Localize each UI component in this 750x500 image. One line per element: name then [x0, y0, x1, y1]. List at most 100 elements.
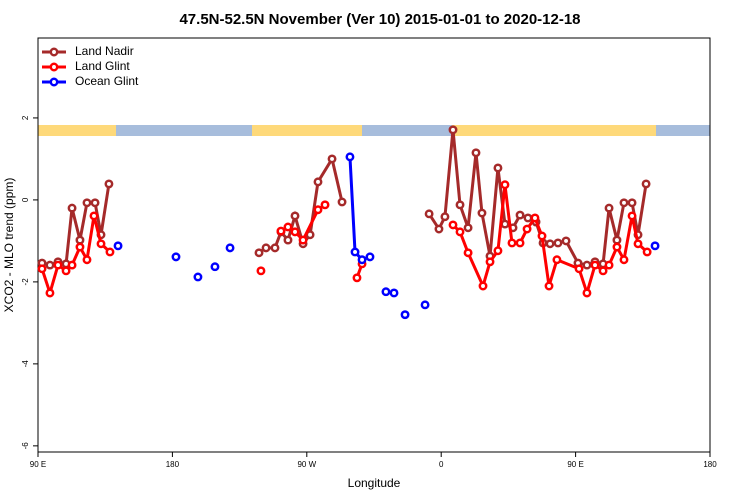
ocean-band — [38, 125, 710, 136]
legend-label: Ocean Glint — [75, 74, 139, 88]
series-line — [40, 184, 649, 299]
point — [193, 272, 203, 282]
point — [440, 212, 450, 222]
point — [350, 247, 360, 257]
point — [553, 238, 563, 248]
point — [455, 200, 465, 210]
point — [171, 252, 181, 262]
point — [537, 231, 547, 241]
point — [424, 209, 434, 219]
point — [365, 252, 375, 262]
point — [254, 248, 264, 258]
x-tick-label: 90 W — [297, 460, 316, 469]
land-band — [252, 125, 362, 136]
land-ocean-strip — [38, 125, 710, 136]
point — [612, 242, 622, 252]
point — [515, 210, 525, 220]
point — [478, 281, 488, 291]
point — [89, 211, 99, 221]
point — [290, 211, 300, 221]
point — [604, 260, 614, 270]
point — [604, 203, 614, 213]
point — [612, 235, 622, 245]
point — [500, 219, 510, 229]
point — [493, 246, 503, 256]
point — [400, 310, 410, 320]
point — [276, 226, 286, 236]
point — [105, 247, 115, 257]
point — [389, 288, 399, 298]
point — [523, 213, 533, 223]
plot-frame — [37, 37, 711, 453]
point — [598, 266, 608, 276]
point — [90, 198, 100, 208]
legend-marker — [49, 77, 59, 87]
point — [104, 179, 114, 189]
point — [477, 208, 487, 218]
x-axis-label: Longitude — [348, 476, 401, 490]
point — [270, 243, 280, 253]
point — [82, 198, 92, 208]
y-tick-label: 2 — [21, 115, 30, 120]
y-tick-label: -6 — [21, 442, 30, 450]
point — [313, 205, 323, 215]
point — [37, 264, 47, 274]
x-tick-label: 90 E — [30, 460, 46, 469]
point — [75, 235, 85, 245]
point — [448, 220, 458, 230]
point — [500, 180, 510, 190]
point — [96, 239, 106, 249]
point — [298, 235, 308, 245]
point — [522, 224, 532, 234]
point — [544, 281, 554, 291]
point — [113, 241, 123, 251]
point — [515, 238, 525, 248]
point — [561, 236, 571, 246]
point — [619, 198, 629, 208]
point — [627, 198, 637, 208]
point — [574, 264, 584, 274]
point — [256, 266, 266, 276]
x-tick-label: 0 — [439, 460, 444, 469]
point — [641, 179, 651, 189]
point — [320, 200, 330, 210]
point — [420, 300, 430, 310]
point — [82, 255, 92, 265]
y-tick-label: -2 — [21, 278, 30, 286]
point — [619, 255, 629, 265]
point — [455, 227, 465, 237]
point — [290, 227, 300, 237]
point — [337, 197, 347, 207]
legend-marker — [49, 47, 59, 57]
land-band — [38, 125, 116, 136]
point — [627, 211, 637, 221]
point — [53, 260, 63, 270]
point — [633, 239, 643, 249]
point — [327, 154, 337, 164]
point — [345, 152, 355, 162]
point — [352, 273, 362, 283]
point — [493, 163, 503, 173]
point — [448, 125, 458, 135]
point — [582, 288, 592, 298]
y-tick-label: -4 — [21, 360, 30, 368]
x-tick-label: 180 — [166, 460, 180, 469]
y-tick-label: 0 — [21, 197, 30, 202]
point — [283, 222, 293, 232]
point — [261, 243, 271, 253]
point — [582, 260, 592, 270]
point — [210, 262, 220, 272]
point — [642, 247, 652, 257]
point — [67, 260, 77, 270]
point — [313, 177, 323, 187]
y-axis-label: XCO2 - MLO trend (ppm) — [2, 178, 16, 313]
x-tick-label: 90 E — [567, 460, 583, 469]
point — [67, 203, 77, 213]
point — [283, 235, 293, 245]
point — [463, 223, 473, 233]
point — [45, 260, 55, 270]
legend-label: Land Glint — [75, 59, 130, 73]
point — [61, 266, 71, 276]
point — [650, 241, 660, 251]
